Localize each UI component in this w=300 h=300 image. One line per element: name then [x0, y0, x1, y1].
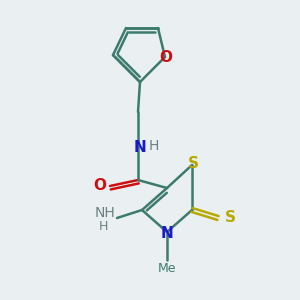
Text: H: H	[98, 220, 108, 232]
Text: H: H	[149, 139, 159, 153]
Text: N: N	[160, 226, 173, 241]
Text: O: O	[94, 178, 106, 194]
Text: S: S	[224, 211, 236, 226]
Text: NH: NH	[94, 206, 116, 220]
Text: Me: Me	[158, 262, 176, 275]
Text: O: O	[160, 50, 172, 64]
Text: S: S	[188, 155, 199, 170]
Text: N: N	[134, 140, 146, 154]
